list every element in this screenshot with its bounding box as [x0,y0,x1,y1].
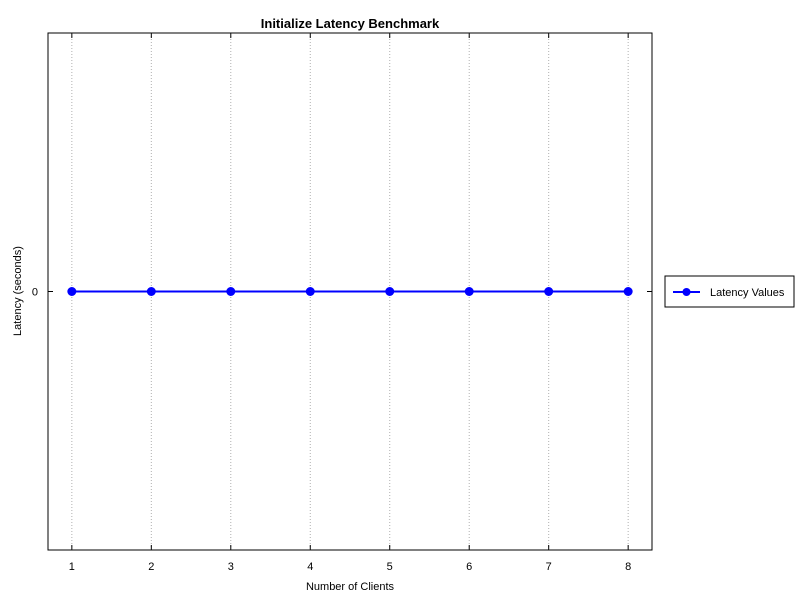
data-point [544,287,554,296]
chart-title: Initialize Latency Benchmark [261,16,440,31]
data-point [464,287,474,296]
series-layer [67,287,633,296]
data-point [385,287,395,296]
data-point [67,287,77,296]
x-tick-label: 6 [466,561,472,573]
legend-entry-label: Latency Values [710,287,785,299]
data-point [146,287,156,296]
data-point [226,287,236,296]
x-tick-label: 5 [387,561,393,573]
data-point [623,287,633,296]
y-axis-label: Latency (seconds) [12,246,24,336]
x-tick-label: 2 [148,561,154,573]
axis-ticks: 1 2 3 4 5 6 7 8 0 [32,33,652,573]
y-tick-label: 0 [32,287,38,299]
x-tick-label: 3 [228,561,234,573]
legend: Latency Values [664,275,795,308]
x-tick-label: 8 [625,561,631,573]
x-tick-label: 4 [307,561,313,573]
x-tick-label: 7 [546,561,552,573]
data-point [305,287,315,296]
legend-marker [682,288,691,296]
x-tick-label: 1 [69,561,75,573]
x-axis-label: Number of Clients [306,581,395,593]
